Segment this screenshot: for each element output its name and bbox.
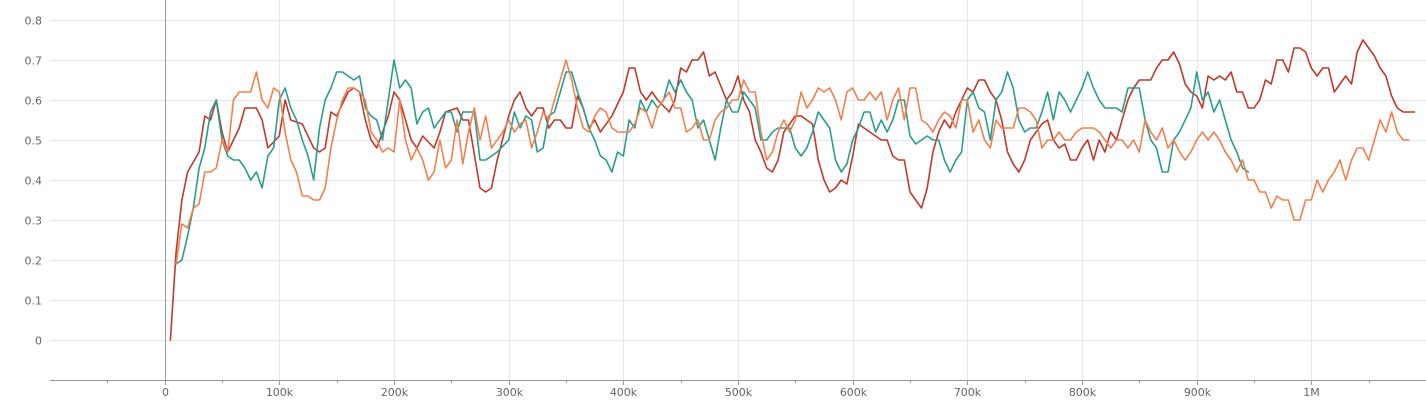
y-tick-label: 0.4 — [25, 175, 43, 188]
y-tick-label: 0.7 — [25, 55, 43, 68]
y-tick-label: 0.8 — [25, 15, 43, 28]
axes — [50, 0, 1426, 385]
x-tick-label: 700k — [954, 386, 982, 399]
x-tick-label: 800k — [1069, 386, 1097, 399]
y-tick-label: 0 — [35, 335, 42, 348]
x-tick-label: 300k — [496, 386, 524, 399]
y-tick-label: 0.1 — [25, 295, 43, 308]
grid-lines — [50, 0, 1426, 380]
x-tick-label: 500k — [725, 386, 753, 399]
x-tick-label: 600k — [840, 386, 868, 399]
y-tick-label: 0.6 — [25, 95, 43, 108]
series-line-2 — [175, 59, 1250, 265]
y-tick-label: 0.2 — [25, 255, 43, 268]
x-tick-label: 200k — [381, 386, 409, 399]
y-tick-label: 0.3 — [25, 215, 43, 228]
series-lines — [169, 39, 1416, 341]
x-tick-label: 1M — [1303, 386, 1320, 399]
x-tick-label: 900k — [1184, 386, 1212, 399]
x-tick-label: 0 — [162, 386, 169, 399]
y-tick-label: 0.5 — [25, 135, 43, 148]
series-line-1 — [169, 39, 1416, 341]
series-line-3 — [175, 59, 1410, 265]
x-tick-label: 400k — [610, 386, 638, 399]
x-tick-label: 100k — [266, 386, 294, 399]
tick-labels: 0 0.1 0.2 0.3 0.4 0.5 0.6 0.7 0.8 0 100k 200k 300k 40… — [25, 15, 1320, 400]
